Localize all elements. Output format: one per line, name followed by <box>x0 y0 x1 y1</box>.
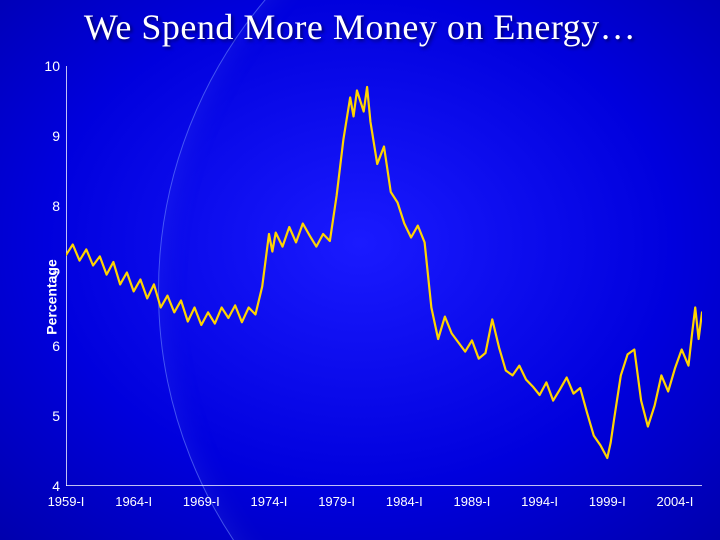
x-tick-label: 1999-I <box>589 494 626 509</box>
y-tick-label: 10 <box>36 58 60 74</box>
y-tick-label: 6 <box>36 338 60 354</box>
x-tick-label: 1979-I <box>318 494 355 509</box>
chart-container: Percentage 456789101959-I1964-I1969-I197… <box>18 62 708 532</box>
y-tick-label: 8 <box>36 198 60 214</box>
y-tick-label: 5 <box>36 408 60 424</box>
y-tick-label: 7 <box>36 268 60 284</box>
slide-root: We Spend More Money on Energy… Percentag… <box>0 0 720 540</box>
x-tick-label: 1974-I <box>251 494 288 509</box>
x-tick-label: 2004-I <box>656 494 693 509</box>
x-tick-label: 1984-I <box>386 494 423 509</box>
x-tick-label: 1994-I <box>521 494 558 509</box>
x-tick-label: 1989-I <box>454 494 491 509</box>
y-tick-label: 9 <box>36 128 60 144</box>
x-tick-label: 1959-I <box>48 494 85 509</box>
y-tick-label: 4 <box>36 478 60 494</box>
slide-title: We Spend More Money on Energy… <box>0 6 720 48</box>
x-tick-label: 1969-I <box>183 494 220 509</box>
x-tick-label: 1964-I <box>115 494 152 509</box>
line-chart <box>66 66 702 486</box>
